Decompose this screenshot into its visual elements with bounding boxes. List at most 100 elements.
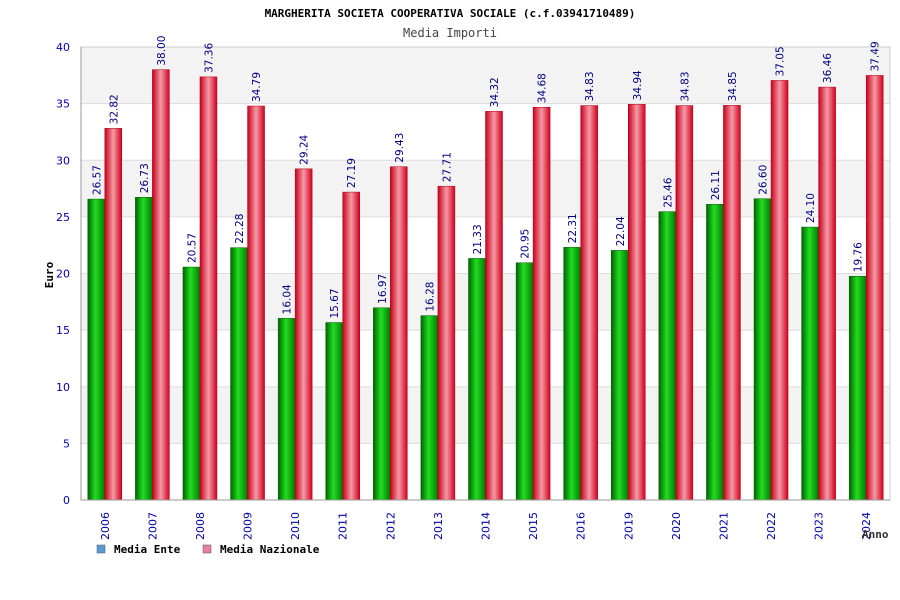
bar-label-media-nazionale: 36.46 — [822, 53, 834, 83]
bar-media-nazionale — [342, 191, 360, 501]
legend-swatch-ente — [96, 544, 106, 554]
bar-media-nazionale — [294, 168, 313, 501]
bar-label-media-nazionale: 34.85 — [727, 71, 739, 101]
chart-title: MARGHERITA SOCIETA COOPERATIVA SOCIALE (… — [265, 7, 636, 20]
bar-media-ente — [563, 247, 581, 501]
x-tick-label: 2015 — [527, 512, 540, 540]
bar-label-media-nazionale: 34.83 — [679, 71, 691, 101]
bar-label-media-nazionale: 29.24 — [299, 134, 311, 164]
x-tick-label: 2006 — [99, 512, 112, 540]
legend-label-nazionale: Media Nazionale — [220, 543, 320, 556]
bar-label-media-ente: 15.67 — [329, 288, 341, 318]
bar-media-ente — [468, 258, 486, 501]
x-tick-label: 2020 — [670, 512, 683, 540]
bar-media-ente — [706, 204, 724, 501]
bar-label-media-ente: 22.04 — [615, 216, 627, 246]
y-axis-label: Euro — [43, 261, 56, 288]
x-tick-label: 2013 — [432, 512, 445, 540]
bar-label-media-ente: 21.33 — [472, 224, 484, 254]
y-axis: 0 5 10 15 20 25 30 35 40 — [56, 41, 82, 507]
x-axis-label: Anno — [862, 528, 889, 541]
bar-media-nazionale — [580, 105, 598, 501]
bar-label-media-ente: 26.73 — [139, 163, 151, 193]
y-tick-label: 0 — [63, 494, 70, 507]
legend-label-ente: Media Ente — [114, 543, 181, 556]
bar-media-nazionale — [152, 69, 170, 501]
y-tick-label: 30 — [56, 154, 70, 167]
x-tick-label: 2010 — [289, 512, 302, 540]
bar-labels-group: 26.57 32.82 26.73 38.00 20.57 37.36 22.28 34.79… — [91, 36, 881, 319]
bar-label-media-ente: 26.60 — [758, 165, 770, 195]
bar-label-media-nazionale: 37.36 — [203, 43, 215, 73]
x-tick-label: 2022 — [765, 512, 778, 540]
bar-media-ente — [135, 197, 153, 501]
y-tick-label: 10 — [56, 381, 70, 394]
bar-label-media-nazionale: 27.71 — [441, 152, 453, 182]
bar-media-nazionale — [865, 75, 884, 501]
bar-label-media-nazionale: 34.68 — [537, 73, 549, 103]
chart-subtitle: Media Importi — [403, 26, 497, 40]
legend-swatch-nazionale — [202, 544, 212, 554]
x-tick-label: 2023 — [813, 512, 826, 540]
x-tick-label: 2021 — [717, 512, 730, 540]
bar-label-media-nazionale: 34.79 — [251, 72, 263, 102]
bar-label-media-nazionale: 29.43 — [394, 133, 406, 163]
bar-media-ente — [230, 247, 248, 501]
bar-media-nazionale — [532, 106, 551, 501]
bar-label-media-ente: 26.57 — [91, 165, 103, 195]
bar-media-ente — [325, 322, 343, 501]
bar-label-media-nazionale: 32.82 — [108, 94, 120, 124]
bar-media-ente — [848, 275, 867, 501]
bar-media-ente — [658, 211, 677, 501]
bar-media-nazionale — [247, 105, 265, 501]
x-axis: 2006 2007 2008 2009 2010 2011 2012 2013 2014 2015… — [81, 499, 890, 540]
bar-media-ente — [277, 318, 296, 501]
bar-media-nazionale — [390, 166, 408, 501]
legend: Media Ente Media Nazionale — [96, 543, 320, 556]
bar-media-nazionale — [199, 76, 218, 501]
bar-media-nazionale — [485, 111, 503, 501]
y-tick-label: 25 — [56, 211, 70, 224]
bar-label-media-nazionale: 34.32 — [489, 77, 501, 107]
x-tick-label: 2012 — [384, 512, 397, 540]
bar-label-media-nazionale: 34.83 — [584, 71, 596, 101]
bar-label-media-nazionale: 34.94 — [632, 70, 644, 100]
bar-label-media-nazionale: 37.05 — [775, 46, 787, 76]
bar-media-ente — [515, 262, 534, 501]
x-tick-label: 2016 — [575, 512, 588, 540]
bars-group — [87, 69, 884, 501]
bar-label-media-nazionale: 38.00 — [156, 36, 168, 66]
bar-label-media-nazionale: 27.19 — [346, 158, 358, 188]
bar-label-media-ente: 16.97 — [377, 274, 389, 304]
bar-media-nazionale — [675, 105, 694, 501]
bar-label-media-ente: 22.31 — [567, 213, 579, 243]
x-tick-label: 2014 — [480, 512, 493, 540]
x-tick-label: 2019 — [622, 512, 635, 540]
x-tick-label: 2007 — [146, 512, 159, 540]
bar-media-nazionale — [104, 128, 123, 501]
bar-media-nazionale — [770, 80, 789, 501]
bar-media-ente — [753, 198, 772, 501]
y-tick-label: 20 — [56, 268, 70, 281]
bar-label-media-ente: 25.46 — [662, 177, 674, 207]
bar-media-ente — [611, 250, 629, 501]
x-tick-label: 2024 — [860, 512, 873, 540]
bar-label-media-ente: 16.04 — [282, 284, 294, 314]
y-tick-label: 35 — [56, 98, 70, 111]
y-tick-label: 5 — [63, 437, 70, 450]
bar-media-ente — [87, 198, 106, 501]
bar-media-nazionale — [723, 105, 741, 501]
x-tick-label: 2009 — [242, 512, 255, 540]
x-tick-label: 2011 — [337, 512, 350, 540]
bar-media-ente — [801, 226, 819, 501]
bar-media-ente — [373, 307, 391, 501]
bar-media-nazionale — [628, 104, 646, 501]
bar-label-media-ente: 22.28 — [234, 214, 246, 244]
x-tick-label: 2008 — [194, 512, 207, 540]
y-tick-label: 15 — [56, 324, 70, 337]
bar-media-ente — [182, 266, 201, 501]
bar-label-media-ente: 16.28 — [424, 282, 436, 312]
bar-label-media-ente: 20.95 — [520, 229, 532, 259]
bar-label-media-ente: 20.57 — [186, 233, 198, 263]
